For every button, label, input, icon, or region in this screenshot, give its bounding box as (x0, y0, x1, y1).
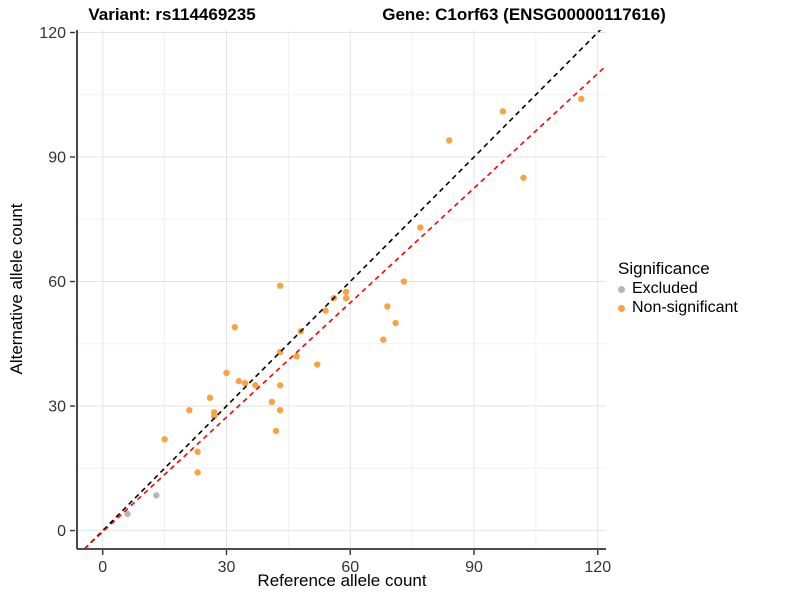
excluded-dot-icon (618, 285, 625, 293)
plot-title-gene: Gene: C1orf63 (ENSG00000117616) (382, 5, 666, 24)
data-point-non-significant (241, 380, 249, 387)
identity-line (84, 30, 602, 548)
data-point-non-significant (276, 382, 284, 389)
data-point-non-significant (314, 361, 321, 368)
data-point-non-significant (276, 282, 284, 289)
x-tick-label-60: 60 (341, 559, 359, 576)
data-point-non-significant (342, 294, 350, 302)
x-axis-title: Reference allele count (257, 571, 427, 590)
points-layer (124, 95, 585, 518)
data-point-non-significant (210, 413, 218, 420)
lines-layer (84, 30, 606, 548)
data-point-non-significant (252, 382, 259, 389)
x-tick-label-0: 0 (98, 559, 107, 576)
x-tick-label-120: 120 (584, 559, 611, 576)
data-point-non-significant (520, 174, 527, 181)
data-point-non-significant (186, 406, 193, 414)
x-tick-label-90: 90 (465, 559, 483, 576)
data-point-non-significant (161, 436, 168, 443)
data-point-non-significant (342, 288, 350, 296)
data-point-non-significant (235, 377, 243, 385)
data-point-non-significant (194, 469, 201, 476)
y-tick-label-0: 0 (57, 523, 66, 540)
data-point-non-significant (400, 278, 408, 285)
data-point-non-significant (231, 323, 238, 331)
data-point-non-significant (276, 406, 284, 414)
data-point-non-significant (392, 319, 399, 327)
data-point-non-significant (206, 394, 214, 401)
non-significant-dot-icon (618, 304, 625, 312)
legend-title: Significance (618, 259, 710, 278)
data-point-non-significant (194, 448, 201, 455)
data-point-non-significant (268, 398, 276, 406)
y-tick-label-120: 120 (39, 25, 66, 42)
data-point-non-significant (499, 108, 507, 115)
plot-title-variant: Variant: rs114469235 (88, 5, 256, 24)
data-point-excluded (124, 510, 131, 518)
legend-label-non-significant: Non-significant (632, 299, 738, 316)
y-tick-label-30: 30 (48, 399, 66, 416)
legend: Significance Excluded Non-significant (618, 259, 738, 317)
data-point-non-significant (446, 137, 453, 144)
legend-item-excluded: Excluded (618, 280, 738, 298)
data-point-non-significant (417, 224, 424, 231)
y-tick-label-90: 90 (48, 150, 66, 167)
y-axis-title: Alternative allele count (7, 203, 26, 375)
data-point-non-significant (380, 336, 387, 343)
legend-label-excluded: Excluded (632, 280, 698, 297)
data-point-non-significant (223, 369, 230, 377)
data-point-non-significant (293, 353, 300, 360)
data-point-non-significant (272, 427, 280, 435)
data-point-non-significant (578, 95, 585, 103)
legend-item-non-significant: Non-significant (618, 299, 738, 317)
data-point-non-significant (384, 303, 391, 310)
data-point-non-significant (322, 307, 329, 314)
y-tick-label-60: 60 (48, 274, 66, 291)
data-point-excluded (153, 492, 160, 499)
regression-line (84, 65, 606, 548)
x-tick-label-30: 30 (218, 559, 236, 576)
